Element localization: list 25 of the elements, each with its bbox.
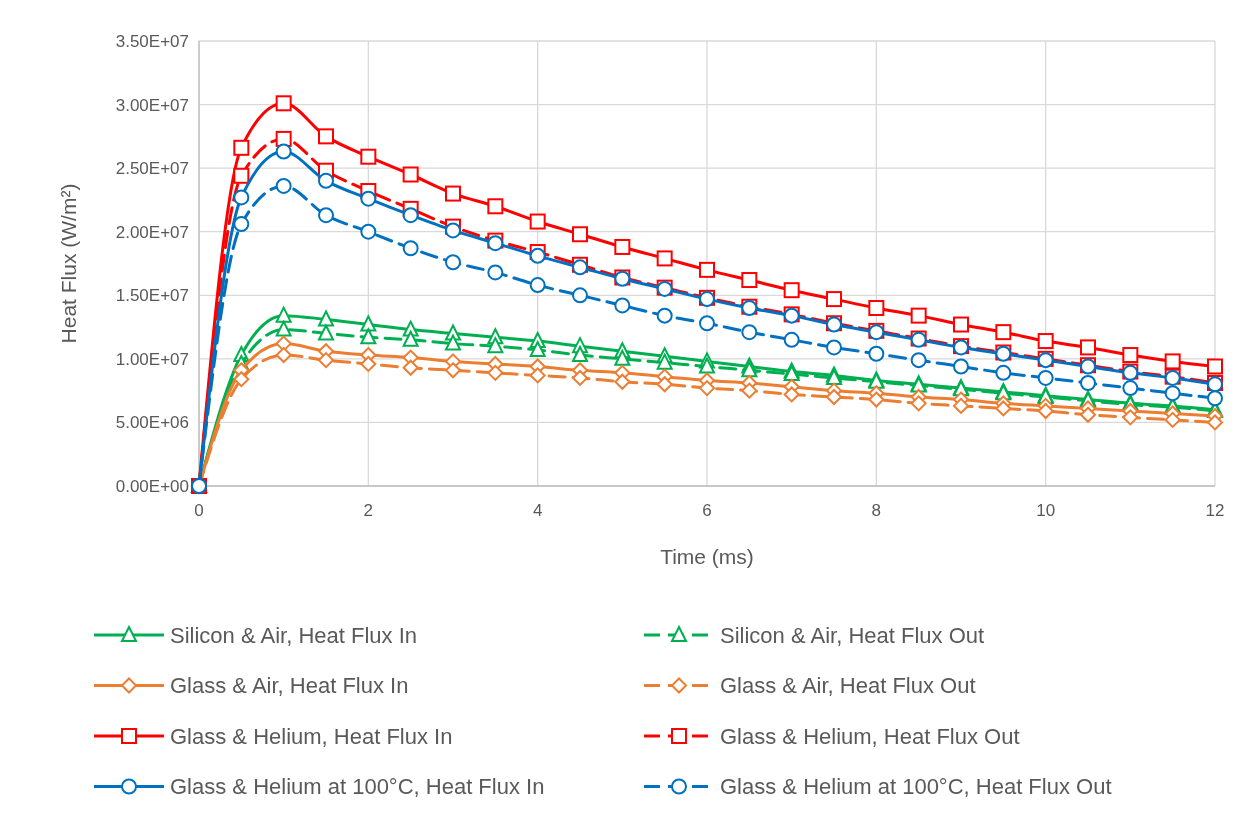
y-axis-title: Heat Flux (W/m²) — [57, 183, 80, 344]
x-tick-label: 10 — [1036, 501, 1056, 520]
x-tick-label: 12 — [1205, 501, 1225, 520]
legend-label: Glass & Helium at 100°C, Heat Flux In — [170, 774, 545, 800]
y-tick-label: 1.50E+07 — [115, 286, 189, 306]
y-tick-label: 3.50E+07 — [115, 31, 189, 51]
y-tick-label: 3.00E+07 — [115, 95, 189, 115]
legend-label: Silicon & Air, Heat Flux In — [170, 622, 417, 648]
legend-label: Glass & Air, Heat Flux In — [170, 673, 409, 699]
x-tick-label: 4 — [532, 501, 543, 520]
y-tick-label: 1.00E+07 — [115, 349, 189, 369]
legend-label: Silicon & Air, Heat Flux Out — [720, 622, 985, 648]
y-tick-label: 2.00E+07 — [115, 222, 189, 242]
legend-label: Glass & Helium at 100°C, Heat Flux Out — [720, 774, 1112, 800]
legend-label: Glass & Helium, Heat Flux Out — [720, 723, 1020, 749]
x-axis-title: Time (ms) — [660, 545, 754, 568]
y-tick-label: 2.50E+07 — [115, 159, 189, 179]
legend-label: Glass & Helium, Heat Flux In — [170, 723, 453, 749]
y-tick-label: 5.00E+06 — [115, 413, 189, 433]
x-tick-label: 8 — [871, 501, 882, 520]
y-tick-label: 0.00E+00 — [115, 476, 189, 496]
x-tick-label: 0 — [194, 501, 204, 520]
x-tick-label: 2 — [363, 501, 374, 520]
x-tick-label: 6 — [702, 501, 712, 520]
legend-label: Glass & Air, Heat Flux Out — [720, 673, 976, 699]
